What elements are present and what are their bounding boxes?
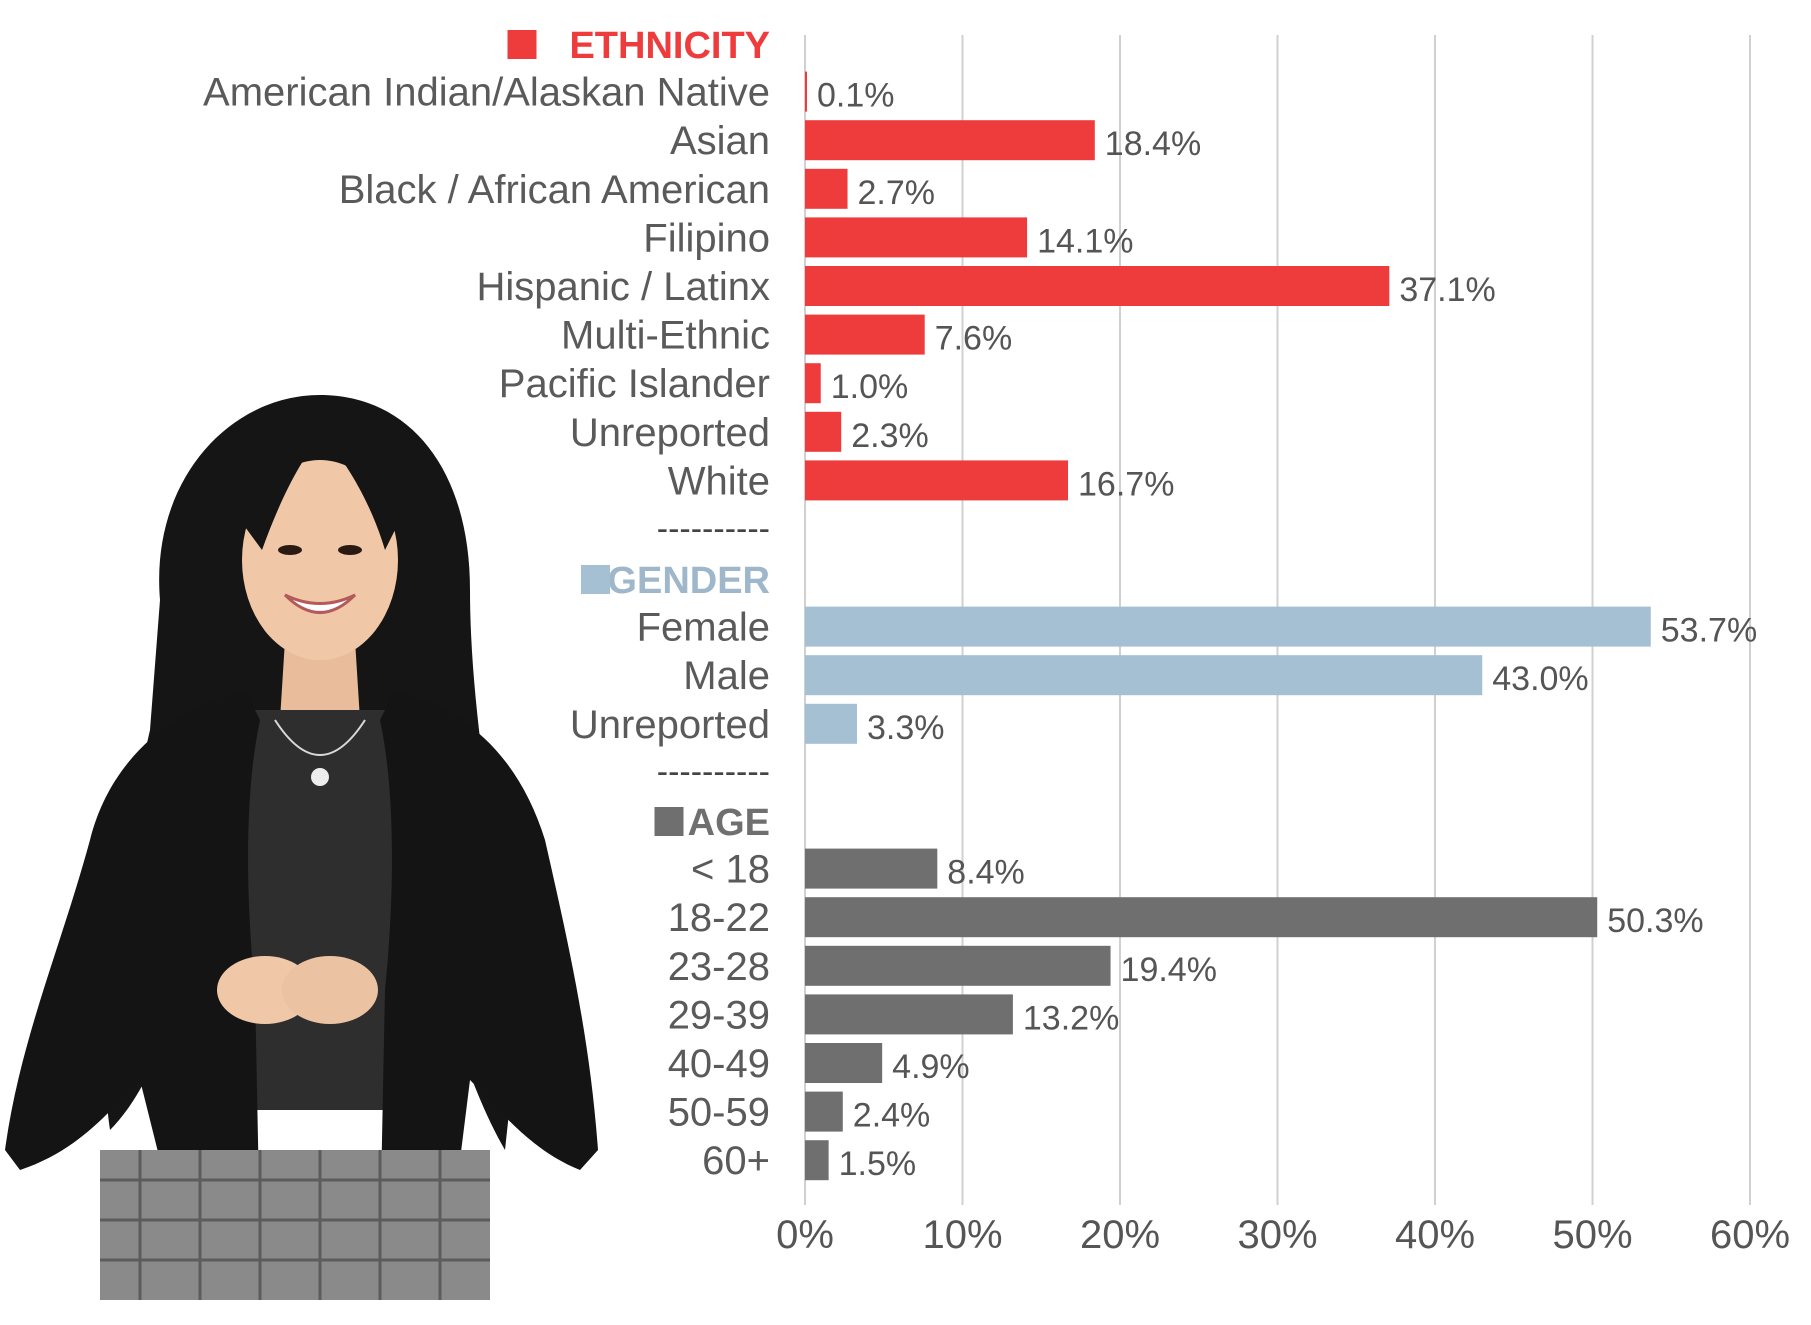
bar: [805, 1043, 883, 1083]
category-label: 60+: [702, 1139, 770, 1183]
value-label: 50.3%: [1607, 902, 1703, 940]
section-separator: ----------: [657, 510, 770, 548]
x-tick-label: 60%: [1710, 1213, 1790, 1257]
category-label: 29-39: [668, 993, 770, 1037]
section-header-ethnicity: ETHNICITY: [507, 25, 770, 67]
x-tick-label: 10%: [922, 1213, 1002, 1257]
x-tick-label: 0%: [776, 1213, 834, 1257]
x-axis-ticks: 0% 10% 20% 30% 40% 50% 60%: [776, 1213, 1790, 1257]
value-label: 4.9%: [892, 1048, 970, 1086]
bar: [805, 266, 1390, 306]
bar: [805, 411, 842, 452]
value-label: 3.3%: [867, 709, 945, 747]
bar: [805, 217, 1028, 258]
category-label: White: [668, 459, 770, 503]
category-label: Filipino: [643, 216, 770, 260]
category-label: Hispanic / Latinx: [477, 265, 770, 309]
category-label: 18-22: [668, 896, 770, 940]
bar: [805, 71, 807, 112]
photo-face: [242, 460, 398, 660]
x-tick-label: 20%: [1080, 1213, 1160, 1257]
category-label: Black / African American: [339, 168, 770, 212]
photo-jacket: [5, 690, 260, 1240]
section-header-age: AGE: [654, 802, 770, 844]
bar: [805, 168, 848, 209]
bar: [805, 363, 821, 404]
section-legend-square: [507, 30, 537, 59]
value-label: 14.1%: [1037, 222, 1133, 260]
value-label: 18.4%: [1105, 125, 1201, 163]
category-label: 23-28: [668, 945, 770, 989]
value-label: 2.4%: [853, 1097, 931, 1135]
value-label: 43.0%: [1492, 660, 1588, 698]
category-label: Female: [637, 606, 770, 650]
x-tick-label: 30%: [1237, 1213, 1317, 1257]
bar: [805, 1091, 843, 1132]
category-label: < 18: [691, 848, 770, 892]
bar: [805, 848, 938, 889]
category-label: 50-59: [668, 1091, 770, 1135]
bar: [805, 897, 1598, 938]
bar: [805, 1140, 829, 1181]
category-label: American Indian/Alaskan Native: [203, 71, 770, 115]
x-tick-label: 40%: [1395, 1213, 1475, 1257]
section-separator: ----------: [657, 753, 770, 791]
category-label: Male: [683, 654, 770, 698]
value-label: 37.1%: [1399, 271, 1495, 309]
category-label: Asian: [670, 119, 770, 163]
value-label: 0.1%: [817, 77, 895, 115]
bar: [805, 606, 1651, 647]
section-header-gender: GENDER: [581, 560, 770, 602]
section-legend-square: [581, 565, 610, 594]
category-label: 40-49: [668, 1042, 770, 1086]
section-title: GENDER: [607, 560, 770, 602]
value-label: 53.7%: [1661, 612, 1757, 650]
bar: [805, 703, 857, 744]
student-photo: [5, 395, 598, 1300]
value-label: 7.6%: [935, 320, 1013, 358]
value-label: 8.4%: [947, 854, 1025, 892]
bars: [805, 71, 1651, 1181]
bar: [805, 655, 1483, 696]
value-label: 1.5%: [839, 1145, 917, 1183]
value-label: 16.7%: [1078, 465, 1174, 503]
section-title: AGE: [688, 802, 770, 844]
x-tick-label: 50%: [1552, 1213, 1632, 1257]
bar: [805, 460, 1069, 501]
bar: [805, 994, 1013, 1035]
category-label: Unreported: [570, 411, 770, 455]
value-label: 2.3%: [851, 417, 929, 455]
section-title: ETHNICITY: [569, 25, 770, 67]
value-label: 1.0%: [831, 368, 909, 406]
bar: [805, 120, 1095, 161]
section-legend-square: [654, 807, 684, 836]
value-label: 2.7%: [858, 174, 936, 212]
category-label: Pacific Islander: [499, 362, 770, 406]
value-label: 19.4%: [1121, 951, 1217, 989]
category-label: Unreported: [570, 703, 770, 747]
value-label: 13.2%: [1023, 999, 1119, 1037]
bar: [805, 314, 925, 355]
category-label: Multi-Ethnic: [561, 314, 770, 358]
bar: [805, 945, 1111, 986]
